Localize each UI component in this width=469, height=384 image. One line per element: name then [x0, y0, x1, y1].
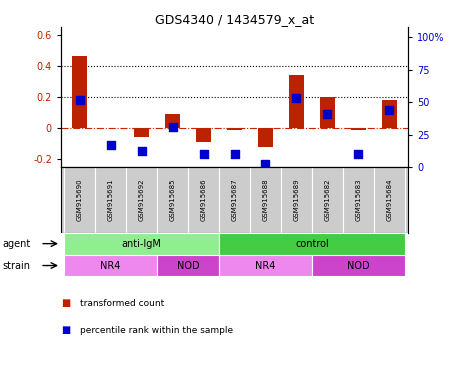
Bar — [351, 128, 366, 130]
Text: NOD: NOD — [177, 260, 199, 271]
Point — [355, 151, 362, 157]
Point — [138, 148, 145, 154]
Text: GSM915689: GSM915689 — [294, 179, 300, 221]
Text: GSM915690: GSM915690 — [76, 179, 83, 221]
Point — [231, 151, 238, 157]
Text: GSM915683: GSM915683 — [356, 179, 362, 221]
Point — [324, 111, 331, 117]
Text: GSM915685: GSM915685 — [169, 179, 175, 221]
Text: transformed count: transformed count — [80, 299, 164, 308]
Text: GSM915692: GSM915692 — [138, 179, 144, 221]
Text: GSM915684: GSM915684 — [386, 179, 393, 221]
Bar — [343, 167, 374, 233]
Bar — [281, 167, 312, 233]
Text: control: control — [295, 238, 329, 248]
Bar — [165, 114, 180, 128]
Text: NR4: NR4 — [100, 260, 121, 271]
Bar — [64, 255, 157, 276]
Bar — [374, 167, 405, 233]
Bar — [188, 167, 219, 233]
Point — [169, 124, 176, 130]
Text: ■: ■ — [61, 298, 70, 308]
Text: ■: ■ — [61, 325, 70, 335]
Bar — [382, 100, 397, 128]
Text: GSM915687: GSM915687 — [232, 179, 237, 221]
Point — [386, 107, 393, 113]
Point — [293, 95, 300, 101]
Bar — [64, 233, 219, 255]
Text: percentile rank within the sample: percentile rank within the sample — [80, 326, 233, 335]
Point — [107, 142, 114, 148]
Bar — [72, 56, 87, 128]
Bar — [219, 167, 250, 233]
Bar — [227, 128, 242, 130]
Bar — [134, 128, 149, 137]
Point — [262, 161, 269, 167]
Bar — [320, 97, 335, 128]
Bar — [219, 233, 405, 255]
Bar — [258, 128, 273, 147]
Text: NOD: NOD — [347, 260, 370, 271]
Title: GDS4340 / 1434579_x_at: GDS4340 / 1434579_x_at — [155, 13, 314, 26]
Text: GSM915691: GSM915691 — [107, 179, 113, 221]
Bar — [157, 167, 188, 233]
Bar — [250, 167, 281, 233]
Bar — [64, 167, 95, 233]
Text: GSM915686: GSM915686 — [201, 179, 206, 221]
Text: GSM915682: GSM915682 — [325, 179, 331, 221]
Bar — [312, 255, 405, 276]
Text: agent: agent — [2, 238, 30, 248]
Bar — [219, 255, 312, 276]
Bar — [312, 167, 343, 233]
Bar — [95, 167, 126, 233]
Bar — [289, 75, 304, 128]
Text: anti-IgM: anti-IgM — [121, 238, 161, 248]
Point — [200, 151, 207, 157]
Text: strain: strain — [2, 260, 30, 271]
Bar — [196, 128, 211, 142]
Bar — [126, 167, 157, 233]
Point — [76, 96, 83, 103]
Text: GSM915688: GSM915688 — [263, 179, 268, 221]
Text: NR4: NR4 — [255, 260, 276, 271]
Bar — [157, 255, 219, 276]
